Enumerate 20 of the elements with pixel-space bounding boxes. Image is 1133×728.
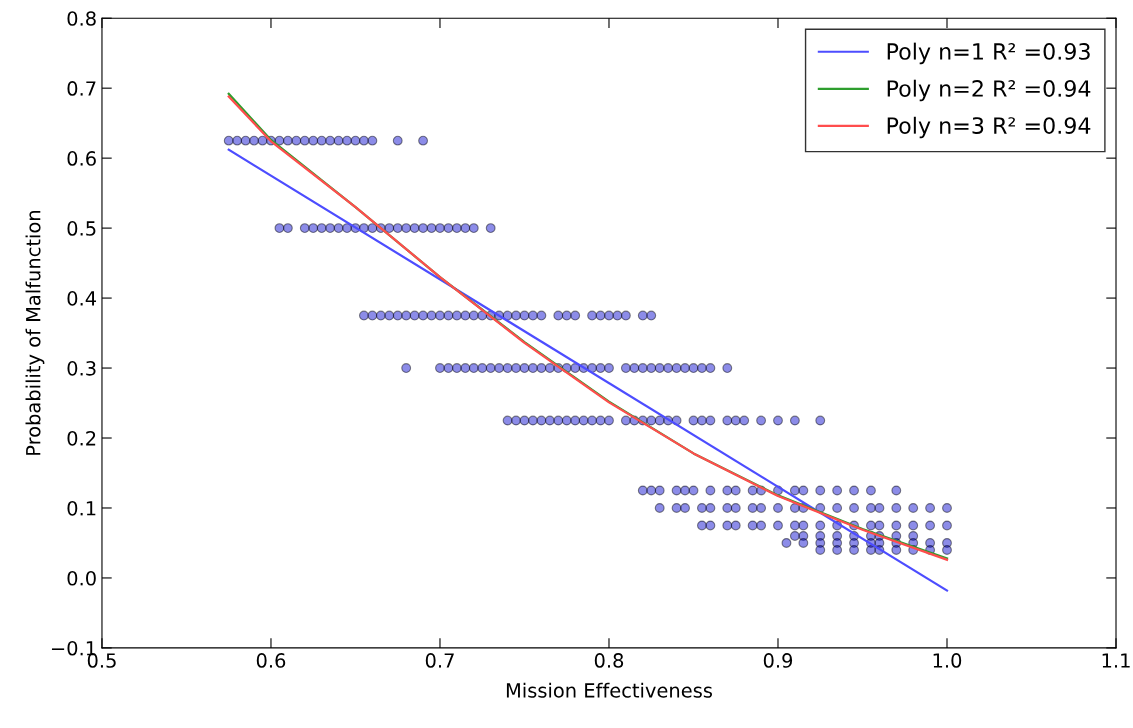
x-tick-label: 1.1 [1102, 653, 1130, 668]
x-tick-label: 1.0 [933, 653, 962, 668]
legend-label: Poly n=3 R² =0.94 [887, 116, 1091, 139]
y-tick-label: 0.7 [67, 81, 96, 96]
x-tick-label: 0.7 [425, 653, 454, 668]
x-tick-label: 0.8 [594, 653, 624, 668]
x-tick-label: 0.9 [763, 653, 793, 668]
x-axis-title: Mission Effectiveness [506, 682, 712, 698]
x-tick-label: 0.6 [256, 653, 286, 668]
y-tick-label: 0.3 [67, 361, 96, 376]
y-tick-label: 0.2 [67, 430, 96, 446]
y-tick-label: 0.8 [67, 11, 96, 26]
y-tick-label: 0.6 [67, 151, 96, 166]
y-tick-label: 0.0 [67, 570, 96, 586]
y-axis-title: Probability of Malfunction [25, 211, 45, 455]
y-tick-label: 0.4 [67, 291, 97, 306]
y-tick-label: 0.1 [67, 500, 96, 516]
legend-label: Poly n=2 R² =0.94 [887, 79, 1091, 102]
y-tick-label: 0.5 [67, 221, 96, 236]
legend-label: Poly n=1 R² =0.93 [887, 42, 1090, 65]
